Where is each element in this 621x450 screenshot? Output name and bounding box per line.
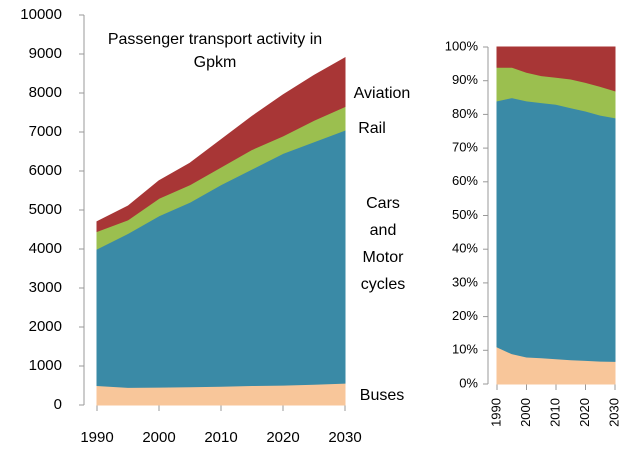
y-tick-label: 0%: [459, 375, 478, 390]
area: [496, 46, 616, 92]
y-tick-label: 2000: [29, 318, 62, 335]
y-tick-label: 0: [54, 396, 62, 413]
y-tick-label: 20%: [452, 308, 478, 323]
x-tick-label: 2000: [142, 429, 175, 446]
chart-title: Passenger transport activity in Gpkm: [107, 31, 323, 71]
y-tick-label: 5000: [29, 201, 62, 218]
x-tick-label: 2020: [266, 429, 299, 446]
x-tick-label: 1990: [80, 429, 113, 446]
y-tick-label: 8000: [29, 84, 62, 101]
x-tick-label: 2020: [577, 398, 592, 427]
y-tick-label: 30%: [452, 274, 478, 289]
y-tick-label: 80%: [452, 106, 478, 121]
y-tick-label: 10%: [452, 342, 478, 357]
y-tick-label: 100%: [445, 38, 479, 53]
y-tick-label: 40%: [452, 241, 478, 256]
y-tick-label: 6000: [29, 162, 62, 179]
series-label: Rail: [358, 120, 386, 137]
y-tick-label: 10000: [20, 6, 62, 23]
y-tick-label: 3000: [29, 279, 62, 296]
y-tick-label: 4000: [29, 240, 62, 257]
series-label: Buses: [359, 387, 405, 404]
x-tick-label: 2000: [518, 398, 533, 427]
y-tick-label: 7000: [29, 123, 62, 140]
x-tick-label: 2030: [328, 429, 361, 446]
series-label: Aviation: [353, 85, 411, 102]
area: [96, 57, 346, 233]
x-tick-label: 2030: [606, 398, 621, 427]
y-tick-label: 90%: [452, 72, 478, 87]
x-tick-label: 2010: [204, 429, 237, 446]
y-tick-label: 9000: [29, 45, 62, 62]
series-label: Cars and Motor cycles: [360, 195, 406, 293]
y-tick-label: 1000: [29, 357, 62, 374]
y-tick-label: 50%: [452, 207, 478, 222]
y-tick-label: 60%: [452, 173, 478, 188]
x-tick-label: 1990: [488, 398, 503, 427]
area: [496, 97, 616, 362]
x-tick-label: 2010: [547, 398, 562, 427]
y-tick-label: 70%: [452, 140, 478, 155]
